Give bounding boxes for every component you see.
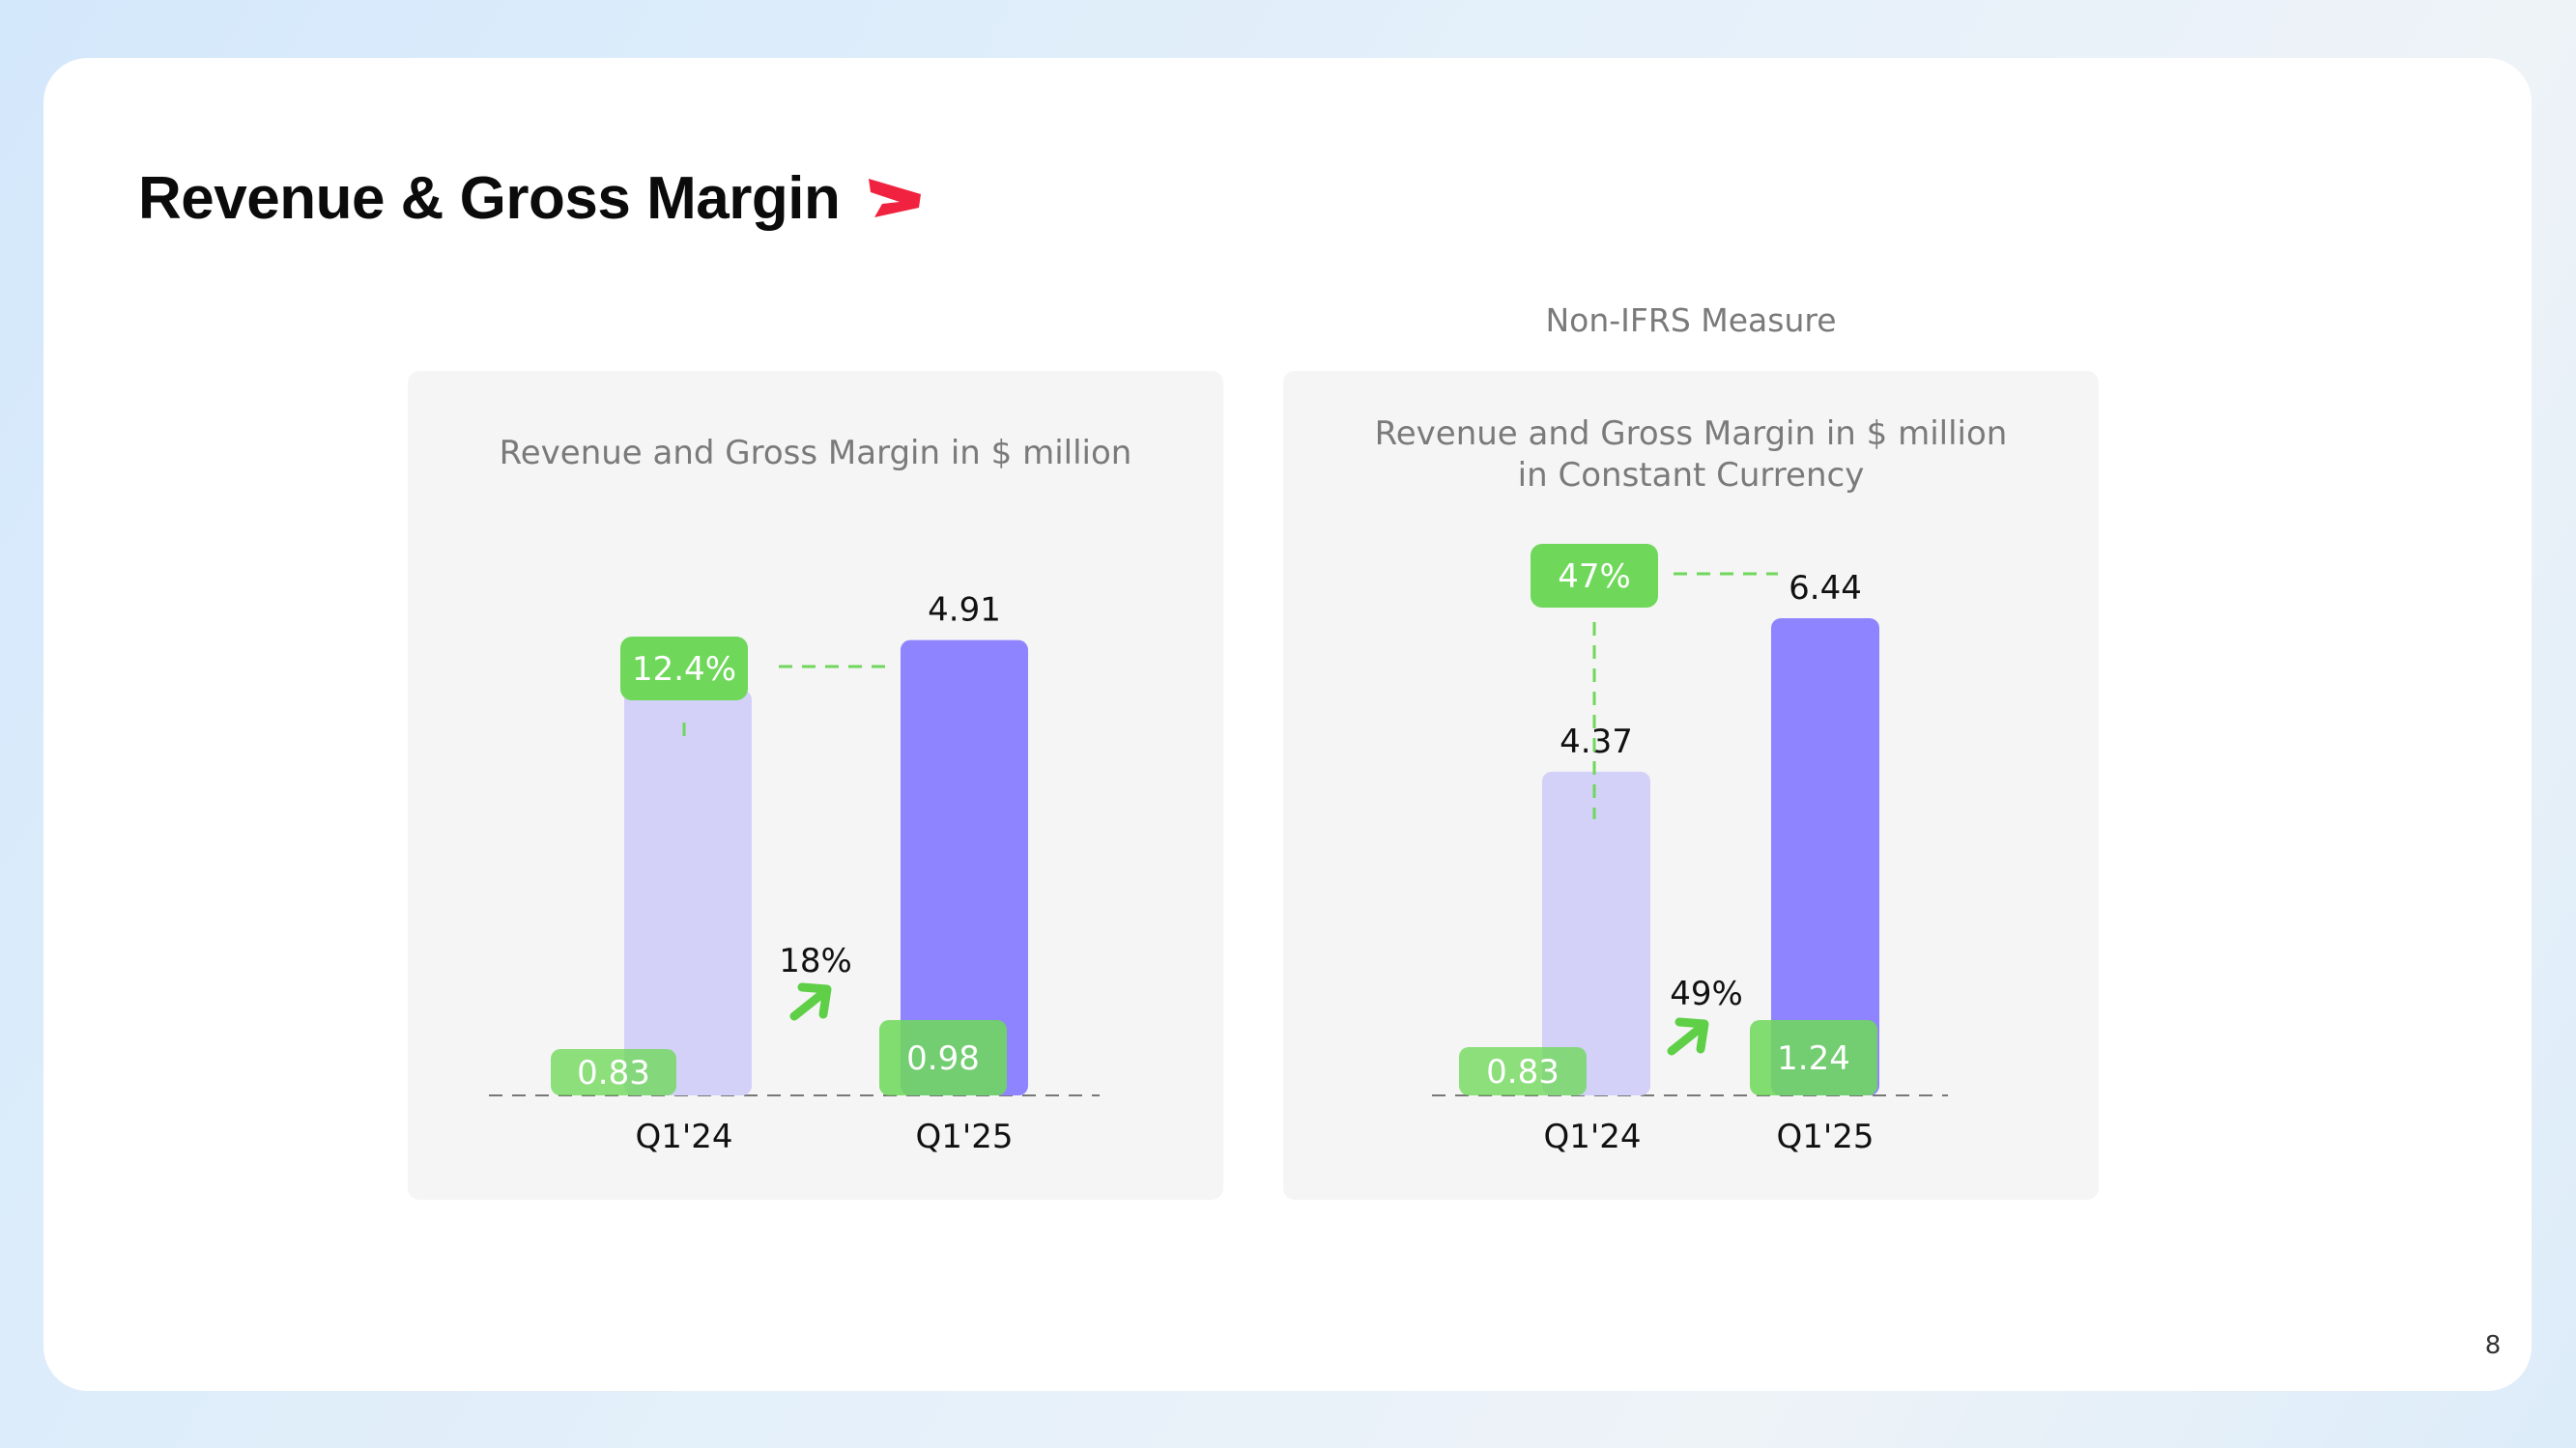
chart-title-line-2: in Constant Currency [1517, 456, 1865, 495]
margin-pct-badge [1531, 544, 1658, 608]
chart-title: Revenue and Gross Margin in $ million in… [1283, 413, 2099, 497]
arrow-up-right-icon [1667, 1017, 1709, 1056]
revenue-value-label: 6.44 [1789, 569, 1862, 608]
revenue-bar-prior [1542, 771, 1650, 1095]
chart-title: Revenue and Gross Margin in $ million [408, 433, 1223, 474]
gross-margin-box [1459, 1047, 1587, 1095]
growth-label: 18% [779, 942, 852, 980]
title-row: Revenue & Gross Margin [138, 155, 923, 241]
chart-title-line-1: Revenue and Gross Margin in $ million [1374, 414, 2008, 453]
chart-panel-reported: Revenue and Gross Margin in $ million 4.… [408, 371, 1223, 1200]
category-tick-label: Q1'25 [915, 1118, 1013, 1156]
non-ifrs-label: Non-IFRS Measure [1545, 301, 1837, 339]
revenue-value-label: 4.37 [1560, 723, 1633, 761]
growth-label: 49% [1670, 975, 1743, 1013]
gross-margin-box [551, 1049, 676, 1095]
margin-pct-badge [620, 637, 748, 700]
chart-constant-currency: 4.37 6.44 0.83 1.24 47% 49% Q1'24 Q1'25 [1432, 544, 1948, 1156]
margin-pct-label: 47% [1558, 557, 1631, 596]
revenue-value-label: 4.91 [928, 591, 1001, 630]
gross-margin-value-label: 0.98 [906, 1039, 980, 1078]
revenue-bar-current [1771, 618, 1879, 1095]
page-number: 8 [2484, 1331, 2502, 1360]
arrow-up-right-icon [789, 982, 832, 1021]
gross-margin-value-label: 0.83 [577, 1054, 650, 1093]
revenue-bar-current [901, 639, 1028, 1095]
gross-margin-value-label: 0.83 [1486, 1053, 1560, 1092]
gross-margin-box [1750, 1020, 1877, 1095]
gross-margin-value-label: 1.24 [1777, 1039, 1850, 1078]
category-tick-label: Q1'25 [1776, 1118, 1874, 1156]
chart-title-text: Revenue and Gross Margin in $ million [499, 434, 1132, 472]
chevron-logo-icon [869, 179, 922, 217]
category-tick-label: Q1'24 [635, 1118, 732, 1156]
page-title: Revenue & Gross Margin [138, 164, 841, 232]
revenue-bar-prior [624, 690, 752, 1095]
margin-pct-label: 12.4% [632, 650, 736, 689]
gross-margin-box [879, 1020, 1007, 1095]
category-tick-label: Q1'24 [1543, 1118, 1641, 1156]
chart-panel-constant-currency: Revenue and Gross Margin in $ million in… [1283, 371, 2099, 1200]
